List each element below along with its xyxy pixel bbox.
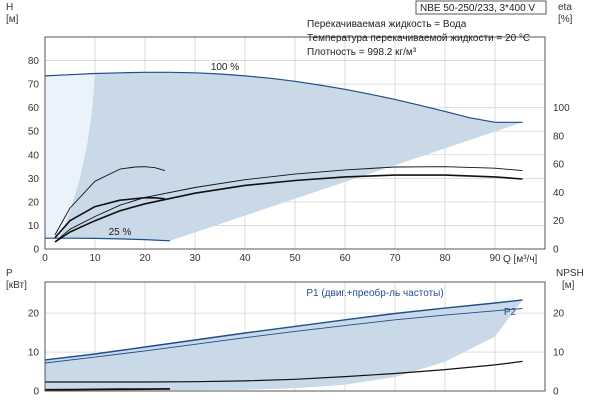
x-tick-label: 30 [189,253,201,264]
y-left-tick-label: 60 [28,103,40,114]
x-tick-label: 60 [339,253,351,264]
flow-axis-ticks: 0 10 20 30 40 50 60 70 80 90 [42,253,501,264]
power-range [45,299,523,391]
performance-panel: 0 10 20 30 40 50 60 70 80 90 0 10 20 30 40 50 60 70 80 0 2… [6,0,573,265]
power-frame [44,281,546,392]
power-axis-symbol: P [6,268,13,279]
head-axis-unit: [м] [6,14,19,25]
efficiency-axis-symbol: eta [558,2,572,13]
info-line: Плотность = 998.2 кг/м³ [307,47,417,58]
flow-axis-label: Q [м³/ч] [503,254,538,265]
efficiency-axis-ticks: 0 20 40 60 80 100 [553,103,570,255]
y-left-tick-label: 70 [28,80,40,91]
efficiency-axis-unit: [%] [558,14,573,25]
y-right-tick-label: 20 [553,309,565,320]
npsh-axis-symbol: NPSH [556,268,584,279]
x-tick-label: 10 [89,253,101,264]
head-100-curve [44,71,523,123]
y-left-tick-label: 80 [28,56,40,67]
speed-labels: 100 % 25 % [109,62,240,238]
operating-range [57,72,523,241]
x-tick-label: 50 [289,253,301,264]
y-right-tick-label: 80 [553,131,565,142]
y-right-tick-label: 40 [553,188,565,199]
x-tick-label: 0 [42,253,48,264]
y-right-tick-label: 20 [553,216,565,227]
head-axis-symbol: H [6,2,13,13]
power-series-labels: P1 (двиг.+преобр-ль частоты) P2 [306,287,516,318]
efficiency-curve [54,166,166,236]
y-left-tick-label: 20 [28,309,40,320]
info-box: NBE 50-250/233, 3*400 V Перекачиваемая ж… [307,0,547,58]
y-left-tick-label: 40 [28,150,40,161]
efficiency-curve [54,196,166,239]
pump-model: NBE 50-250/233, 3*400 V [420,3,535,14]
head-axis-ticks: 0 10 20 30 40 50 60 70 80 [28,56,40,255]
npsh-axis-unit: [м] [562,280,575,291]
x-tick-label: 20 [139,253,151,264]
speed-label: 25 % [109,227,132,238]
y-right-tick-label: 0 [553,387,559,398]
efficiency-curve [54,174,523,243]
y-left-tick-label: 10 [28,348,40,359]
efficiency-curve [54,166,523,243]
performance-curves [44,71,523,243]
power-axis-unit: [кВт] [6,280,27,291]
x-tick-label: 90 [489,253,501,264]
x-tick-label: 40 [239,253,251,264]
npsh-axis-ticks: 0 10 20 [553,309,565,398]
info-line: Перекачиваемая жидкость = Вода [307,19,467,30]
P2-curve [44,308,523,364]
power-25-curve [44,388,171,391]
y-left-tick-label: 0 [33,387,39,398]
head-25-curve [45,237,171,242]
series-label: P2 [504,307,517,318]
y-left-tick-label: 10 [28,221,40,232]
y-right-tick-label: 100 [553,103,570,114]
y-left-tick-label: 0 [33,245,39,256]
speed-label: 100 % [211,62,239,73]
performance-frame [44,36,546,250]
npsh-curve [45,360,523,383]
y-left-tick-label: 30 [28,174,40,185]
y-left-tick-label: 50 [28,127,40,138]
y-right-tick-label: 10 [553,348,565,359]
x-tick-label: 70 [389,253,401,264]
power-axis-ticks: 0 10 20 [28,309,40,398]
series-label: P1 (двиг.+преобр-ль частоты) [306,287,443,299]
y-right-tick-label: 0 [553,245,559,256]
y-left-tick-label: 20 [28,197,40,208]
info-line: Температура перекачиваемой жидкости = 20… [307,33,530,44]
power-curves [44,299,523,391]
power-panel: 0 10 20 0 10 20 P [кВт] NPSH [м] P1 (двиг.+п… [6,268,584,398]
x-tick-label: 80 [439,253,451,264]
y-right-tick-label: 60 [553,160,565,171]
P1-curve [44,299,523,361]
